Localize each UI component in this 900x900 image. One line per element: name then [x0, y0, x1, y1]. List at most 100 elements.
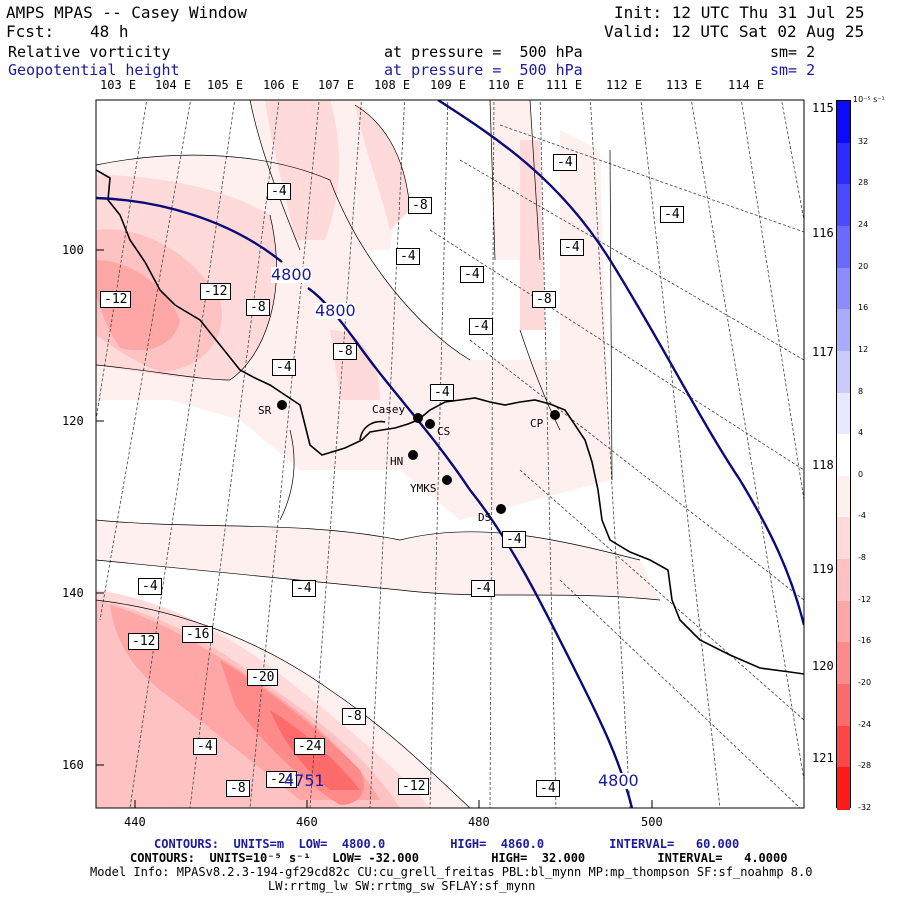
- lon-label: 107 E: [318, 78, 355, 92]
- colorbar-tick-label: 4: [858, 428, 864, 438]
- plot-title: AMPS MPAS -- Casey Window: [6, 3, 247, 22]
- station-label: CP: [530, 417, 544, 430]
- colorbar-tick-label: 0: [858, 469, 864, 479]
- field2-smoothing: sm= 2: [770, 61, 816, 79]
- height-label: 4800: [598, 771, 639, 790]
- colorbar-swatch: [837, 309, 850, 352]
- lon-label: 113 E: [666, 78, 703, 92]
- station-label: DS: [478, 511, 492, 524]
- footer-model-info: Model Info: MPASv8.2.3-194-gf29cd82c CU:…: [90, 865, 813, 879]
- x-tick: 480: [468, 815, 490, 829]
- contour-label: -4: [430, 384, 454, 401]
- colorbar-tick-label: 12: [858, 344, 869, 354]
- height-label: 4800: [315, 301, 356, 320]
- colorbar-tick-label: -32: [858, 803, 872, 812]
- colorbar-tick-label: -4: [858, 511, 866, 521]
- colorbar-swatch: [837, 767, 850, 810]
- contour-label: -8: [333, 343, 357, 360]
- x-tick: 460: [296, 815, 318, 829]
- colorbar-swatch: [837, 434, 850, 477]
- station-cp-marker: [550, 410, 560, 420]
- lon-label: 112 E: [606, 78, 643, 92]
- x-tick: 440: [124, 815, 146, 829]
- contour-label: -12: [398, 778, 430, 795]
- colorbar-tick-label: -20: [858, 678, 872, 688]
- lon-label: 104 E: [155, 78, 192, 92]
- station-label: Casey: [372, 403, 406, 416]
- contour-label: -4: [292, 580, 316, 597]
- contour-label: -8: [532, 291, 556, 308]
- colorbar-swatch: [837, 267, 850, 311]
- contour-label: -8: [408, 197, 432, 214]
- contour-label: -4: [553, 154, 577, 171]
- map-frame: [95, 99, 805, 809]
- contour-label: -4: [536, 780, 560, 797]
- colorbar-swatch: [837, 350, 850, 394]
- contour-label: -24: [294, 738, 326, 755]
- contour-label: -4: [138, 578, 162, 595]
- footer-vorticity-contours: CONTOURS: UNITS=10⁻⁵ s⁻¹ LOW= -32.000 HI…: [130, 851, 788, 865]
- init-time: Init: 12 UTC Thu 31 Jul 25: [614, 3, 865, 22]
- colorbar-tick-label: 32: [858, 136, 869, 146]
- lon-label: 109 E: [430, 78, 467, 92]
- colorbar-tick-label: -8: [858, 553, 866, 563]
- y-tick: 140: [62, 586, 84, 600]
- station-hn-marker: [408, 450, 418, 460]
- colorbar-swatch: [837, 392, 850, 436]
- colorbar-swatch: [837, 517, 850, 561]
- colorbar-tick-label: 28: [858, 178, 869, 188]
- colorbar-swatch: [837, 101, 850, 144]
- station-ymks-marker: [442, 475, 452, 485]
- colorbar-swatch: [837, 600, 850, 644]
- footer-height-contours: CONTOURS: UNITS=m LOW= 4800.0 HIGH= 4860…: [154, 837, 740, 851]
- colorbar-swatch: [837, 184, 850, 227]
- lon-label: 103 E: [100, 78, 137, 92]
- valid-time: Valid: 12 UTC Sat 02 Aug 25: [604, 22, 865, 41]
- field2-name: Geopotential height: [8, 61, 180, 79]
- height-label: 4800: [271, 265, 312, 284]
- colorbar-swatch: [837, 475, 850, 519]
- station-sr-marker: [277, 400, 287, 410]
- contour-label: -8: [246, 299, 270, 316]
- axis-ticks: [96, 249, 653, 808]
- station-label: YMKS: [410, 482, 437, 495]
- colorbar-tick-label: 20: [858, 261, 869, 271]
- contour-label: -4: [193, 738, 217, 755]
- station-label: SR: [258, 404, 272, 417]
- field1-level: at pressure = 500 hPa: [384, 43, 583, 61]
- colorbar-tick-label: -28: [858, 761, 872, 771]
- y-tick: 120: [62, 414, 84, 428]
- lon-label: 106 E: [263, 78, 300, 92]
- station-ds-marker: [496, 504, 506, 514]
- contour-label: -4: [660, 206, 684, 223]
- colorbar-swatch: [837, 559, 850, 602]
- contour-label: -4: [460, 266, 484, 283]
- contour-label: -12: [200, 283, 232, 300]
- y-tick: 100: [62, 243, 84, 257]
- field1-smoothing: sm= 2: [770, 43, 816, 61]
- colorbar-tick-label: 16: [858, 303, 869, 313]
- lon-label: 110 E: [488, 78, 525, 92]
- contour-label: -4: [471, 580, 495, 597]
- footer-physics: LW:rrtmg_lw SW:rrtmg_sw SFLAY:sf_mynn: [268, 879, 536, 893]
- lon-label: 108 E: [374, 78, 411, 92]
- colorbar-tick-label: -16: [858, 636, 872, 646]
- forecast-label: Fcst:: [6, 22, 55, 41]
- colorbar-swatch: [837, 684, 850, 727]
- graticule: [96, 100, 804, 808]
- contour-label: -16: [182, 626, 214, 643]
- contour-label: -4: [272, 359, 296, 376]
- colorbar-swatch: [837, 142, 850, 186]
- contour-label: -4: [267, 183, 291, 200]
- contour-label: -24: [266, 771, 298, 788]
- height-label: 4751: [284, 771, 325, 790]
- colorbar-swatch: [837, 725, 850, 769]
- contour-label: -4: [396, 248, 420, 265]
- lon-label: 114 E: [728, 78, 765, 92]
- station-cs-marker: [425, 419, 435, 429]
- station-casey-marker: [413, 413, 423, 423]
- field2-level: at pressure = 500 hPa: [384, 61, 583, 79]
- colorbar-swatch: [837, 225, 850, 269]
- colorbar: [836, 100, 851, 810]
